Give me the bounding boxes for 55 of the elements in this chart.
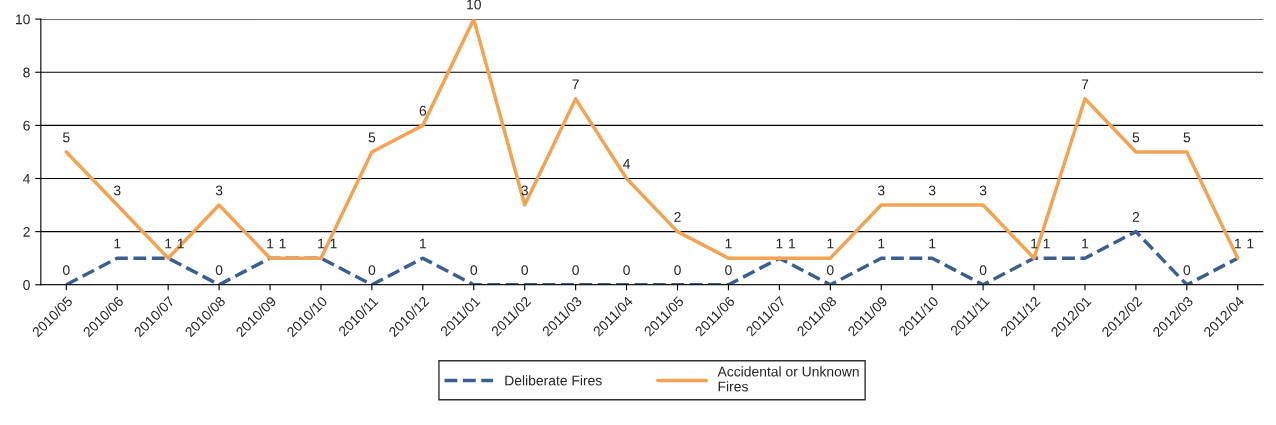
data-label: 0	[725, 265, 732, 276]
data-label: 10	[467, 0, 481, 10]
data-label: 3	[928, 185, 936, 196]
data-label: 3	[113, 185, 121, 196]
data-label: 0	[572, 265, 579, 276]
data-label: 1	[827, 238, 834, 249]
data-label: 0	[368, 265, 376, 276]
data-label: 1	[1234, 238, 1241, 249]
data-label: 1	[1247, 238, 1254, 249]
data-label: 3	[215, 185, 223, 196]
data-label: 5	[1183, 132, 1191, 143]
data-label: 1	[279, 238, 286, 249]
data-label: 7	[1081, 79, 1089, 89]
legend-label: Accidental or Unknown Fires	[717, 366, 859, 392]
data-label: 5	[62, 132, 70, 143]
data-label: 1	[789, 238, 796, 249]
data-label: 1	[1031, 238, 1038, 249]
data-label: 0	[826, 265, 834, 276]
data-label: 1	[420, 238, 427, 249]
data-label: 0	[215, 265, 223, 276]
y-tick-label: 2	[23, 226, 30, 237]
data-label: 1	[267, 238, 274, 249]
data-label: 1	[1043, 238, 1050, 249]
y-tick-label: 4	[23, 173, 31, 184]
data-label: 1	[878, 238, 885, 249]
data-label: 3	[979, 185, 987, 196]
data-label: 1	[929, 238, 936, 249]
data-label: 0	[979, 265, 987, 276]
data-label: 1	[776, 238, 783, 249]
data-label: 0	[62, 265, 70, 276]
data-label: 0	[1183, 265, 1191, 276]
data-label: 5	[368, 132, 376, 143]
data-label: 5	[1132, 132, 1140, 143]
data-label: 1	[725, 238, 732, 249]
data-label: 1	[318, 238, 325, 249]
data-label: 1	[114, 238, 121, 249]
y-tick-label: 8	[23, 67, 30, 78]
data-label: 6	[419, 105, 427, 116]
data-label: 0	[623, 265, 630, 276]
data-label: 0	[521, 265, 529, 276]
y-tick-label: 6	[23, 120, 30, 131]
y-tick-label: 0	[23, 280, 30, 290]
line-series	[64, 19, 1240, 260]
data-label: 4	[623, 159, 631, 169]
data-label: 2	[674, 212, 681, 222]
data-label: 3	[877, 185, 885, 196]
data-label: 7	[572, 79, 579, 89]
data-label: 2	[1132, 212, 1140, 222]
data-label: 0	[674, 265, 681, 276]
data-label: 1	[165, 238, 172, 249]
legend-label: Deliberate Fires	[505, 375, 602, 386]
data-label: 0	[470, 265, 478, 276]
y-tick-label: 10	[16, 14, 30, 25]
data-label: 1	[1082, 238, 1089, 249]
data-label: 1	[330, 238, 337, 249]
